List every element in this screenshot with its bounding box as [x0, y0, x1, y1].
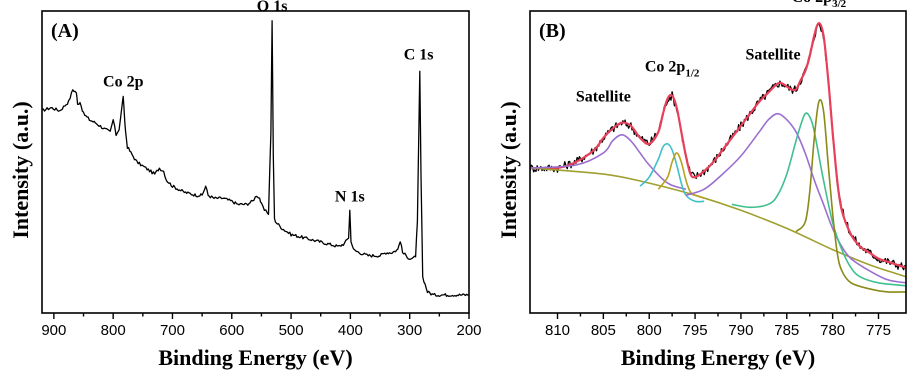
y-axis-label: Intensity (a.u.): [496, 101, 521, 239]
annotation-text: Co 2p: [792, 0, 833, 6]
x-tick-label: 500: [279, 322, 304, 339]
chart-panel-b: 810 805 800 795 790 785 780 775 Binding Energy (…: [496, 0, 907, 370]
x-tick-label: 805: [591, 322, 616, 339]
annotation-text: Satellite: [576, 89, 631, 106]
series-line-2: [530, 22, 906, 269]
x-tick-label: 795: [683, 322, 708, 339]
chart-panel-a: 900 800 700 600 500 400 300 200 Binding Energy (…: [8, 0, 482, 370]
annotation-text: N 1s: [335, 188, 365, 205]
peak-annotation: C 1s: [404, 46, 434, 63]
peak-annotation: Satellite: [745, 46, 800, 63]
series-line-7: [685, 112, 906, 284]
y-axis-label: Intensity (a.u.): [8, 101, 33, 239]
series-line-1: [42, 20, 469, 298]
x-tick-label: 600: [219, 322, 244, 339]
peak-annotation: Satellite: [576, 89, 631, 106]
x-tick-label: 200: [456, 322, 481, 339]
series-line-8: [731, 112, 906, 287]
x-tick-label: 780: [820, 322, 845, 339]
panel-label: (B): [539, 20, 566, 42]
peak-annotation: Co 2p1/2: [645, 58, 700, 79]
x-axis-label: Binding Energy (eV): [621, 345, 815, 370]
x-tick-label: 785: [774, 322, 799, 339]
x-tick-label: 800: [101, 322, 126, 339]
annotation-text: O 1s: [257, 0, 288, 15]
annotation-text: Co 2p: [103, 74, 144, 91]
x-tick-label: 775: [866, 322, 891, 339]
peak-annotation: O 1s: [257, 0, 288, 15]
series-group: [42, 20, 469, 298]
annotation-text: Satellite: [745, 46, 800, 63]
panel-label: (A): [51, 20, 79, 42]
x-tick-label: 700: [160, 322, 185, 339]
x-axis-label: Binding Energy (eV): [158, 345, 352, 370]
series-group: [530, 22, 906, 293]
series-line-3: [530, 167, 906, 278]
annotation-text: Co 2p: [645, 58, 686, 75]
x-tick-label: 300: [397, 322, 422, 339]
peak-annotation: Co 2p: [103, 74, 144, 91]
series-line-4: [530, 134, 687, 190]
annotation-subscript: 3/2: [832, 0, 847, 10]
x-tick-label: 800: [637, 322, 662, 339]
peak-annotation: N 1s: [335, 188, 365, 205]
annotation-subscript: 1/2: [685, 67, 700, 79]
x-tick-label: 900: [41, 322, 66, 339]
x-tick-label: 400: [338, 322, 363, 339]
x-tick-label: 790: [728, 322, 753, 339]
annotation-text: C 1s: [404, 46, 434, 63]
series-line-9: [795, 98, 906, 293]
peak-annotation: Co 2p3/2: [792, 0, 847, 10]
x-tick-label: 810: [545, 322, 570, 339]
series-line-5: [639, 142, 705, 203]
plot-frame: [41, 10, 470, 314]
series-line-6: [657, 152, 705, 199]
